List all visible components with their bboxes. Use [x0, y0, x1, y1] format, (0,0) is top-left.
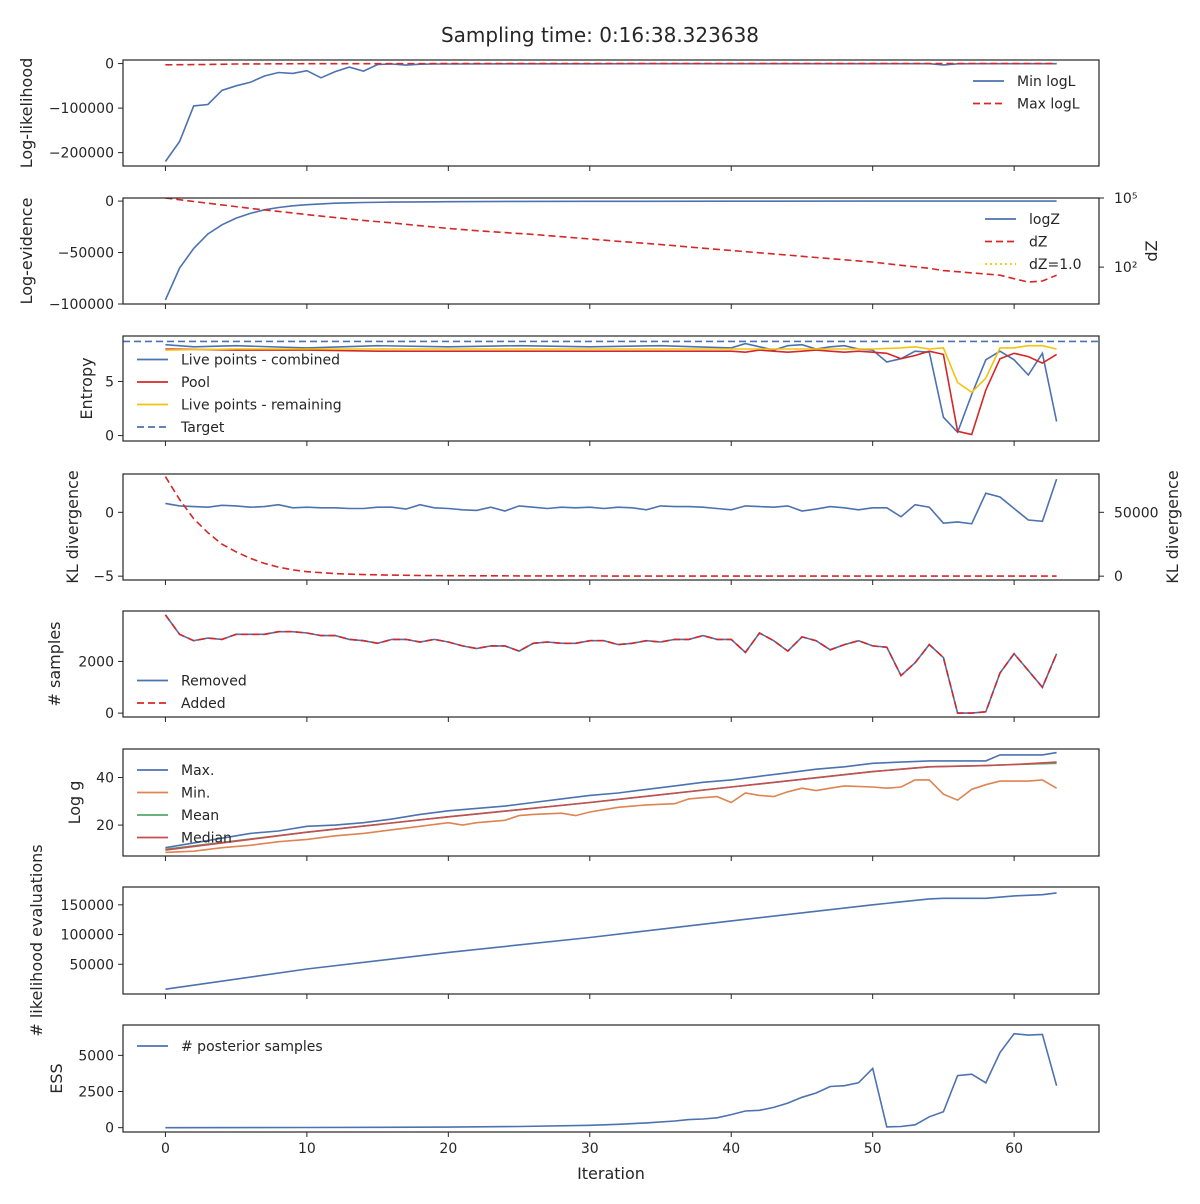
series-line-logz — [164, 200, 1057, 301]
panel-1: 0 −100000 −200000 Log-likelihood Min logL Max… — [17, 57, 1100, 171]
series-line-max- — [165, 751, 1057, 849]
y-tick-label: −5 — [93, 569, 114, 585]
y-tick-label: 50000 — [69, 957, 114, 973]
legend-label: dZ=1.0 — [1029, 257, 1081, 273]
series-line-live-points-remaining — [165, 344, 1057, 394]
panel-frame — [122, 610, 1100, 718]
series-line--posterior-samples — [165, 1032, 1058, 1129]
y-tick-label: 150000 — [61, 898, 114, 914]
y-tick-label: −50000 — [58, 246, 114, 262]
y-tick-label: 2000 — [78, 654, 114, 670]
panel-frame — [122, 886, 1100, 995]
x-tick-label: 30 — [581, 1141, 599, 1157]
series-line-kl-divergence-right- — [164, 476, 1057, 577]
y-axis-label: Log g — [65, 781, 84, 825]
series-line-min- — [165, 779, 1058, 854]
figure-title: Sampling time: 0:16:38.323638 — [441, 23, 759, 47]
y-tick-label: 2500 — [78, 1085, 114, 1101]
y-tick-label: 0 — [105, 1121, 114, 1137]
legend-label: Live points - combined — [181, 353, 340, 369]
series-line-live-points-combined — [165, 342, 1058, 434]
y-axis-label: Log-evidence — [17, 198, 36, 305]
y-tick-label: 20 — [96, 818, 114, 834]
y-tick-label: 5 — [105, 374, 114, 390]
y-tick-label: 0 — [105, 429, 114, 445]
legend-label: Min. — [181, 786, 210, 802]
legend-label: dZ — [1029, 235, 1047, 251]
series-line-dz — [165, 198, 1057, 283]
x-tick-label: 0 — [161, 1141, 170, 1157]
x-tick-label: 60 — [1005, 1141, 1023, 1157]
y-axis-label: KL divergence — [63, 470, 82, 583]
series-line--likelihood-evaluations — [165, 892, 1057, 990]
right-y-axis-label: dZ — [1142, 240, 1161, 261]
y-tick-label: 0 — [105, 57, 114, 73]
y-tick-label: 0 — [105, 706, 114, 722]
legend-label: Min logL — [1017, 74, 1076, 90]
right-y-tick-label: 0 — [1114, 569, 1123, 585]
y-tick-label: 40 — [96, 771, 114, 787]
panels: 0 −100000 −200000 Log-likelihood Min logL Max… — [17, 57, 1182, 1157]
y-axis-label: # samples — [45, 622, 64, 707]
series-line-median — [165, 761, 1057, 851]
series-line-max-logl — [165, 62, 1057, 66]
y-tick-label: −100000 — [49, 297, 114, 313]
legend-label: Live points - remaining — [181, 398, 342, 414]
panel-4: 0 −5 50000 0 KL divergence KL divergence — [63, 470, 1182, 585]
y-tick-label: −100000 — [49, 101, 114, 117]
panel-5: 2000 0 # samples Removed Added — [45, 610, 1100, 722]
panel-frame — [122, 748, 1100, 857]
x-axis-label: Iteration — [577, 1164, 645, 1183]
panel-2: 0 −50000 −100000 10⁵ 10² Log-evidence dZ logZ dZ… — [17, 191, 1161, 313]
legend-label: Median — [181, 831, 232, 847]
x-tick-label: 10 — [298, 1141, 316, 1157]
legend-label: # posterior samples — [181, 1039, 323, 1055]
legend-label: Target — [180, 420, 225, 436]
panel-frame — [122, 1024, 1100, 1133]
x-tick-label: 50 — [864, 1141, 882, 1157]
x-tick-label: 20 — [439, 1141, 457, 1157]
right-y-tick-label: 50000 — [1114, 505, 1159, 521]
y-tick-label: 100000 — [61, 928, 114, 944]
y-tick-label: −200000 — [49, 146, 114, 162]
right-y-tick-label: 10² — [1114, 260, 1137, 276]
panel-3: 0 5 Entropy Live points - combined Pool Live … — [77, 335, 1100, 446]
legend-label: Mean — [181, 808, 219, 824]
y-axis-label: ESS — [47, 1063, 66, 1093]
panel-6: 40 20 Log g Max. Min. Mean Median — [65, 748, 1100, 861]
panel-8: 5000 2500 0 0 10 20 30 40 50 60 ESS # posterior sam… — [47, 1024, 1100, 1157]
y-tick-label: 5000 — [78, 1048, 114, 1064]
legend-label: Removed — [181, 674, 247, 690]
y-axis-label: Entropy — [77, 357, 96, 419]
panel-7: 150000 100000 50000 # likelihood evaluation… — [27, 844, 1100, 1037]
legend-label: Added — [181, 696, 226, 712]
right-y-axis-label: KL divergence — [1163, 470, 1182, 583]
legend-label: logZ — [1029, 212, 1060, 228]
series-line-kl-divergence — [165, 478, 1058, 525]
panel-frame — [122, 59, 1100, 167]
x-tick-label: 40 — [722, 1141, 740, 1157]
panel-frame — [122, 335, 1100, 442]
legend-label: Max logL — [1017, 97, 1080, 113]
panel-frame — [122, 473, 1100, 581]
y-tick-label: 0 — [105, 505, 114, 521]
legend-label: Max. — [181, 763, 214, 779]
right-y-tick-label: 10⁵ — [1114, 191, 1137, 207]
legend-label: Pool — [181, 375, 210, 391]
series-line-added — [164, 614, 1058, 714]
panel-frame — [122, 197, 1100, 305]
y-tick-label: 0 — [105, 194, 114, 210]
series-line-pool — [165, 348, 1058, 436]
y-axis-label: Log-likelihood — [17, 58, 36, 169]
y-axis-label: # likelihood evaluations — [27, 844, 46, 1036]
